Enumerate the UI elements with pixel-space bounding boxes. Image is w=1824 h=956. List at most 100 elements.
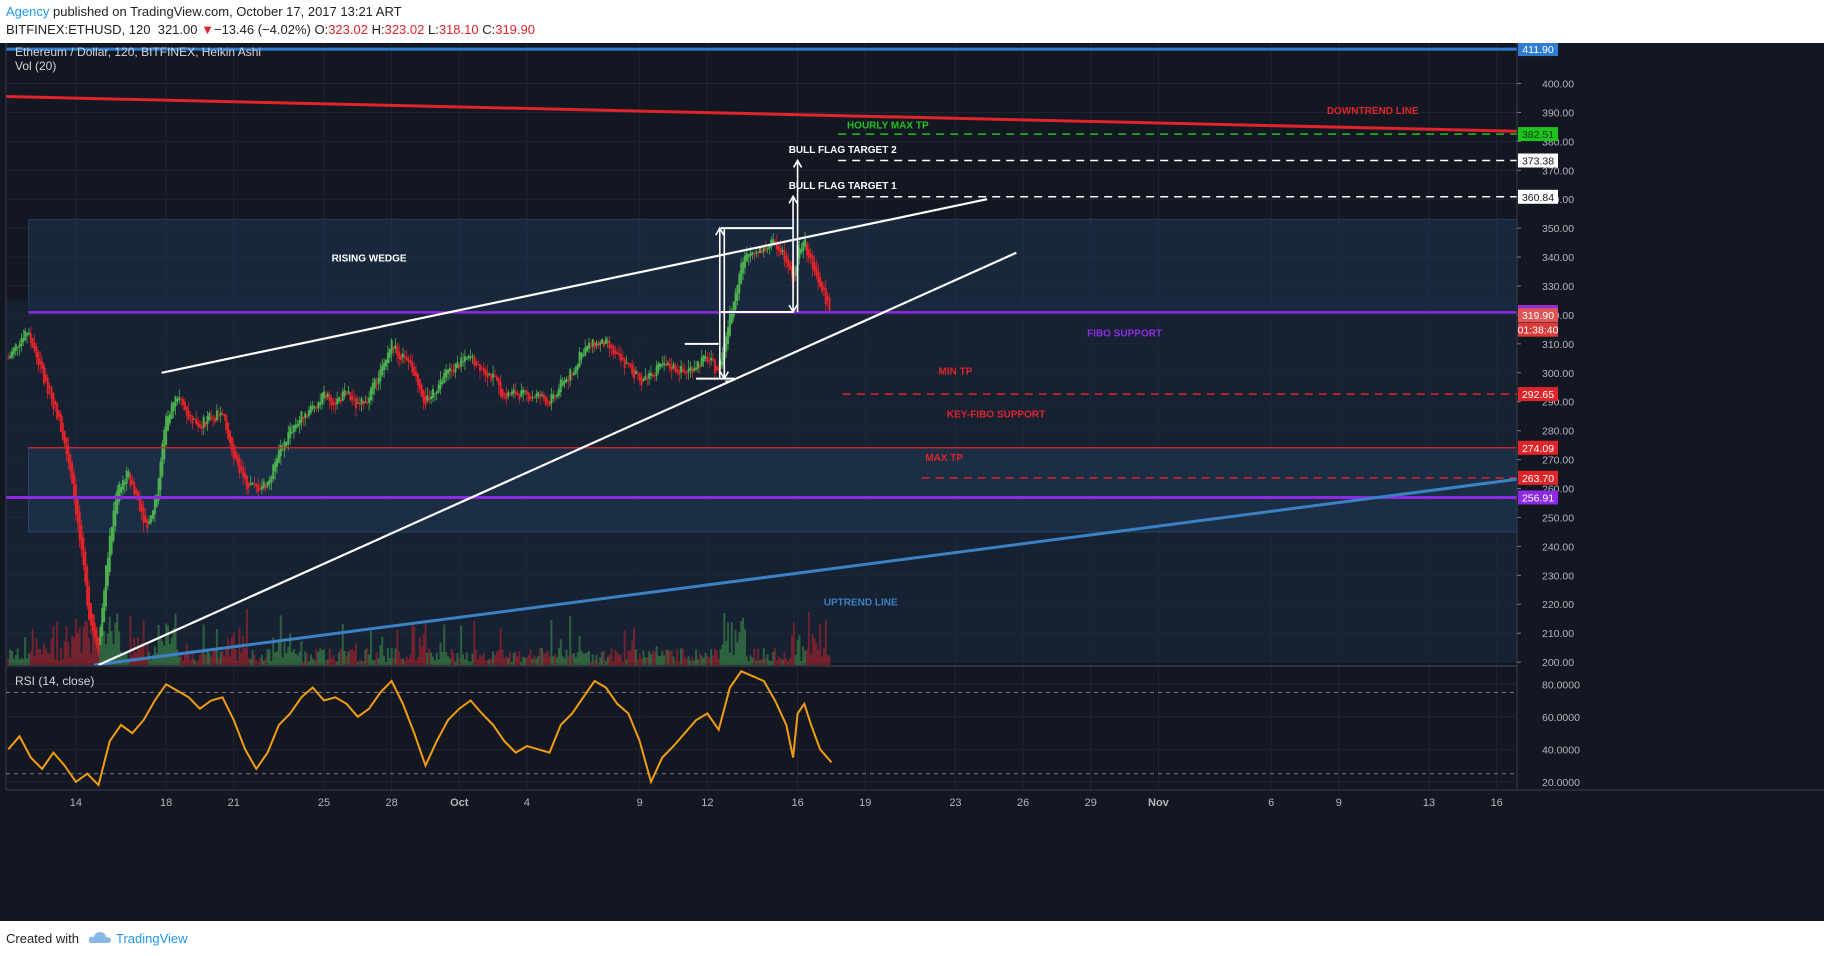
volume-bar [618, 654, 621, 665]
candle-body [441, 381, 444, 384]
candle-body [634, 371, 637, 374]
volume-bar [514, 652, 517, 665]
wedge-lower-line [98, 251, 1017, 667]
volume-bar [525, 657, 528, 665]
candle-body [14, 344, 17, 351]
publish-line: Agency published on TradingView.com, Oct… [6, 4, 402, 19]
volume-bar [165, 623, 168, 665]
volume-bar [18, 659, 21, 665]
candle-body [366, 402, 369, 404]
bull-flag-target-1-label: BULL FLAG TARGET 1 [789, 181, 897, 192]
price-chart[interactable]: DOWNTREND LINE HOURLY MAX TP BULL FLAG TAR… [0, 42, 1824, 921]
candle-body [572, 372, 575, 376]
volume-bar [510, 661, 513, 665]
volume-bar [758, 660, 761, 665]
candle-body [413, 366, 416, 376]
x-tick-label: 13 [1423, 797, 1435, 809]
candle-body [174, 396, 177, 407]
volume-bar [247, 658, 250, 665]
candle-body [42, 365, 45, 384]
candle-body [501, 388, 504, 399]
candle-body [593, 342, 596, 348]
downtrend-line [5, 95, 1518, 133]
candle-body [110, 527, 113, 555]
candle-body [621, 357, 624, 360]
volume-bar [379, 644, 382, 665]
candle-body [80, 525, 83, 550]
volume-bar [118, 631, 121, 665]
volume-bar [559, 639, 562, 665]
volume-bar [307, 661, 310, 665]
candle-body [659, 363, 662, 367]
candle-body [680, 365, 683, 373]
volume-bar [381, 636, 384, 665]
candle-body [616, 352, 619, 355]
volume-bar [157, 624, 160, 665]
candle-body [142, 507, 145, 524]
candle-body [37, 351, 40, 366]
volume-bar [120, 651, 123, 665]
candle-body [125, 470, 128, 484]
volume-bar [89, 653, 92, 665]
tradingview-link[interactable]: TradingView [116, 931, 188, 946]
candle-body [768, 245, 771, 249]
candle-body [44, 374, 47, 381]
candle-body [689, 366, 692, 371]
volume-bar [764, 658, 767, 665]
candle-body [787, 259, 790, 267]
candle-body [783, 250, 786, 261]
price-tag-label: 256.91 [1522, 492, 1554, 504]
volume-bar [377, 658, 380, 665]
candle-body [12, 347, 15, 355]
volume-bar [540, 648, 543, 665]
candle-body [706, 357, 709, 362]
volume-bar [495, 651, 498, 665]
volume-bar [116, 613, 119, 665]
volume-bar [230, 636, 233, 665]
candle-body [332, 401, 335, 405]
volume-bar [195, 661, 198, 665]
y-tick-label: 280.00 [1542, 426, 1574, 438]
candle-body [736, 285, 739, 301]
volume-bar [385, 661, 388, 665]
volume-bar [497, 650, 500, 665]
candle-body [604, 338, 607, 345]
volume-bar [437, 659, 440, 665]
candle-body [247, 482, 250, 488]
volume-bar [710, 649, 713, 665]
volume-bar [29, 651, 32, 665]
volume-bar [78, 627, 81, 665]
volume-bar [565, 649, 568, 665]
candle-body [484, 369, 487, 376]
volume-bar [725, 640, 728, 665]
volume-bar [151, 655, 154, 665]
candle-body [822, 286, 825, 290]
candle-body [298, 419, 301, 426]
volume-bar [219, 651, 222, 665]
volume-bar [743, 629, 746, 665]
volume-bar [200, 652, 203, 665]
candle-body [349, 392, 352, 400]
candle-body [546, 400, 549, 403]
candle-body [103, 590, 106, 623]
candle-body [191, 415, 194, 424]
chart-container[interactable]: DOWNTREND LINE HOURLY MAX TP BULL FLAG TAR… [0, 42, 1824, 921]
candle-body [488, 373, 491, 376]
candle-body [584, 347, 587, 356]
candle-body [480, 367, 483, 369]
price-change: −13.46 (−4.02%) [213, 22, 311, 37]
max-tp-label: MAX TP [925, 453, 963, 464]
candle-body [520, 390, 523, 397]
candle-body [260, 486, 263, 490]
volume-bar [33, 655, 36, 665]
candle-body [200, 425, 203, 429]
candle-body [772, 239, 775, 244]
x-tick-label: 18 [160, 797, 172, 809]
volume-bar [277, 640, 280, 665]
candle-body [133, 482, 136, 495]
volume-bar [640, 658, 643, 665]
candle-body [381, 365, 384, 376]
price-tag [1518, 490, 1558, 505]
candle-body [524, 390, 527, 392]
author-link[interactable]: Agency [6, 4, 50, 19]
